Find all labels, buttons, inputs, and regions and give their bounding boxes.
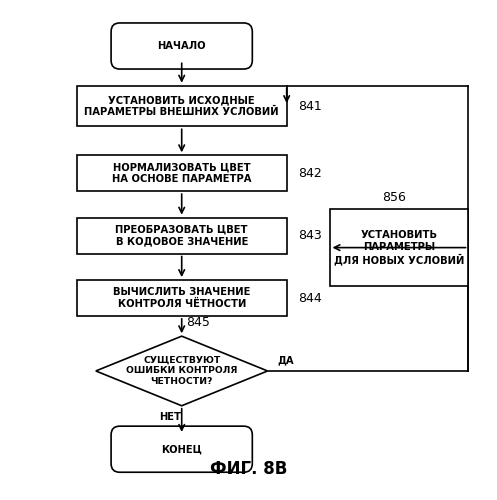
Text: НЕТ: НЕТ xyxy=(159,412,181,422)
Text: ДА: ДА xyxy=(277,355,294,365)
Text: 841: 841 xyxy=(299,100,323,112)
Text: 856: 856 xyxy=(382,192,406,204)
FancyBboxPatch shape xyxy=(111,23,252,69)
Bar xyxy=(77,218,287,254)
Text: ВЫЧИСЛИТЬ ЗНАЧЕНИЕ
КОНТРОЛЯ ЧЁТНОСТИ: ВЫЧИСЛИТЬ ЗНАЧЕНИЕ КОНТРОЛЯ ЧЁТНОСТИ xyxy=(113,287,250,309)
Text: СУЩЕСТВУЮТ
ОШИБКИ КОНТРОЛЯ
ЧЕТНОСТИ?: СУЩЕСТВУЮТ ОШИБКИ КОНТРОЛЯ ЧЕТНОСТИ? xyxy=(126,356,238,386)
Bar xyxy=(77,86,287,126)
Text: НОРМАЛИЗОВАТЬ ЦВЕТ
НА ОСНОВЕ ПАРАМЕТРА: НОРМАЛИЗОВАТЬ ЦВЕТ НА ОСНОВЕ ПАРАМЕТРА xyxy=(112,162,251,184)
Text: УСТАНОВИТЬ
ПАРАМЕТРЫ
ДЛЯ НОВЫХ УСЛОВИЙ: УСТАНОВИТЬ ПАРАМЕТРЫ ДЛЯ НОВЫХ УСЛОВИЙ xyxy=(333,230,464,265)
Bar xyxy=(77,155,287,191)
Text: КОНЕЦ: КОНЕЦ xyxy=(161,444,202,454)
FancyBboxPatch shape xyxy=(111,426,252,472)
Text: 843: 843 xyxy=(299,229,323,242)
Text: НАЧАЛО: НАЧАЛО xyxy=(158,41,206,51)
Polygon shape xyxy=(96,336,267,406)
Text: 844: 844 xyxy=(299,292,323,304)
Bar xyxy=(77,280,287,316)
Text: ПРЕОБРАЗОВАТЬ ЦВЕТ
В КОДОВОЕ ЗНАЧЕНИЕ: ПРЕОБРАЗОВАТЬ ЦВЕТ В КОДОВОЕ ЗНАЧЕНИЕ xyxy=(115,225,248,246)
Text: УСТАНОВИТЬ ИСХОДНЫЕ
ПАРАМЕТРЫ ВНЕШНИХ УСЛОВИЙ: УСТАНОВИТЬ ИСХОДНЫЕ ПАРАМЕТРЫ ВНЕШНИХ УС… xyxy=(84,95,279,117)
Bar xyxy=(330,209,468,286)
Text: 842: 842 xyxy=(299,166,323,179)
Text: ФИГ. 8В: ФИГ. 8В xyxy=(210,460,287,478)
Text: 845: 845 xyxy=(186,316,210,329)
